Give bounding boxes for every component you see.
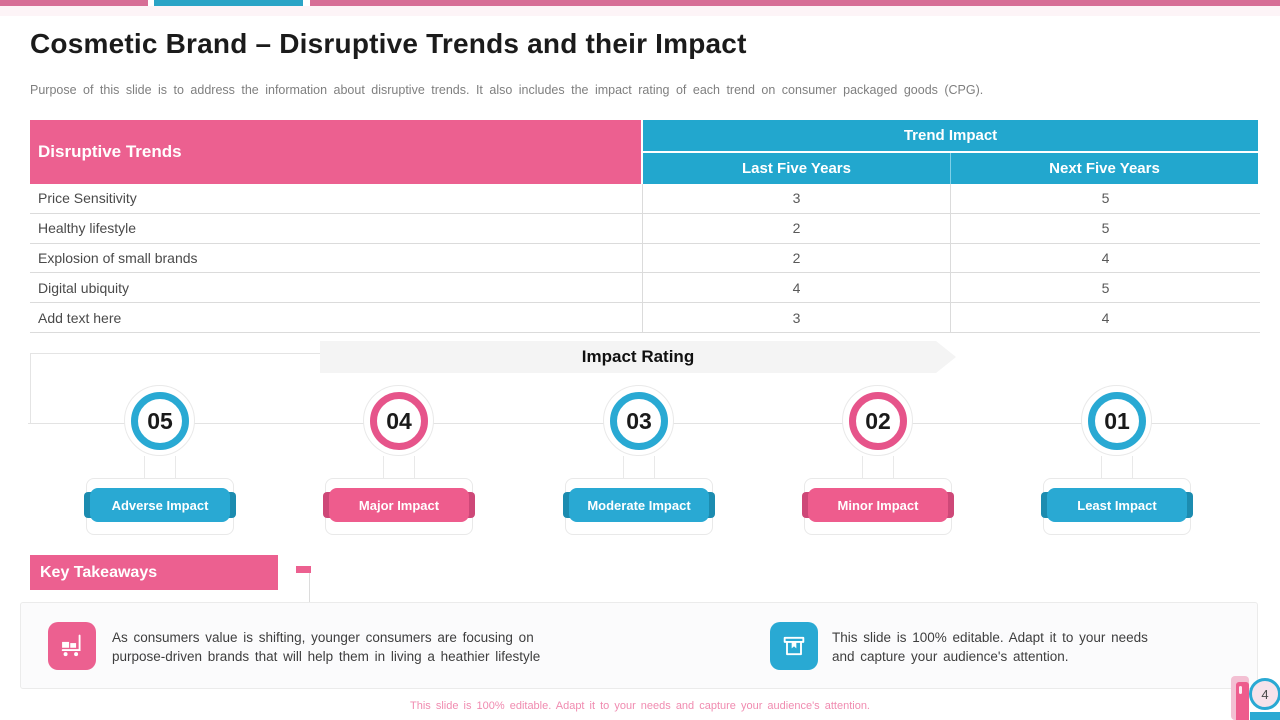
rating-number: 02 bbox=[865, 407, 891, 434]
topbar-segment-blue bbox=[154, 0, 303, 6]
section-corner-line bbox=[30, 353, 323, 424]
pin-stem bbox=[862, 456, 894, 479]
decoration-blue-base bbox=[1250, 712, 1280, 720]
rating-label-button: Major Impact bbox=[329, 488, 469, 522]
rating-label: Adverse Impact bbox=[111, 497, 209, 513]
rating-number-circle: 01 bbox=[1088, 392, 1146, 450]
rating-number-circle: 02 bbox=[849, 392, 907, 450]
last-five-years-cell: 2 bbox=[643, 243, 951, 273]
pin-stem bbox=[1101, 456, 1133, 479]
lipstick-icon bbox=[1236, 682, 1249, 720]
column-header-last-five-years: Last Five Years bbox=[643, 153, 951, 184]
column-header-trend-impact: Trend Impact bbox=[643, 120, 1258, 153]
rating-number: 05 bbox=[147, 407, 173, 434]
next-five-years-cell: 4 bbox=[1101, 309, 1110, 326]
key-takeaways-label: Key Takeaways bbox=[40, 563, 158, 581]
trend-cell: Add text here bbox=[30, 303, 643, 332]
pin-stem bbox=[383, 456, 415, 479]
lipstick-highlight bbox=[1239, 686, 1242, 694]
column-header-disruptive-trends: Disruptive Trends bbox=[30, 120, 643, 184]
takeaway-text-2: This slide is 100% editable. Adapt it to… bbox=[832, 630, 1148, 664]
table-row: Explosion of small brands 2 4 bbox=[30, 243, 1260, 274]
rating-label-button: Least Impact bbox=[1047, 488, 1187, 522]
key-takeaways-dash bbox=[296, 566, 311, 573]
rating-number-circle: 05 bbox=[131, 392, 189, 450]
pin-stem bbox=[144, 456, 176, 479]
rating-label-button: Minor Impact bbox=[808, 488, 948, 522]
page-title: Cosmetic Brand – Disruptive Trends and t… bbox=[30, 28, 747, 59]
page-number-badge: 4 bbox=[1249, 678, 1280, 710]
rating-label: Minor Impact bbox=[837, 497, 919, 513]
hand-truck-icon bbox=[48, 622, 96, 670]
disruptive-trends-table: Disruptive Trends Trend Impact Last Five… bbox=[30, 120, 1260, 333]
next-five-years-cell: 5 bbox=[1101, 220, 1110, 237]
rating-item-03: 03 Moderate Impact bbox=[519, 370, 759, 550]
rating-number-circle: 03 bbox=[610, 392, 668, 450]
trend-cell: Healthy lifestyle bbox=[30, 213, 643, 243]
rating-number: 03 bbox=[626, 407, 652, 434]
takeaway-text-1: As consumers value is shifting, younger … bbox=[112, 630, 541, 664]
last-five-years-cell: 3 bbox=[643, 184, 951, 213]
topbar-segment-pink-right bbox=[310, 0, 1280, 6]
impact-rating-banner-label: Impact Rating bbox=[581, 347, 695, 366]
last-five-years-cell: 3 bbox=[643, 303, 951, 332]
trend-cell: Price Sensitivity bbox=[30, 184, 643, 213]
trend-cell: Explosion of small brands bbox=[30, 243, 643, 273]
table-row: Healthy lifestyle 2 5 bbox=[30, 213, 1260, 244]
next-five-years-cell: 5 bbox=[1101, 279, 1110, 296]
next-five-years-cell: 5 bbox=[1101, 190, 1110, 207]
last-five-years-cell: 2 bbox=[643, 213, 951, 243]
rating-number: 04 bbox=[386, 407, 412, 434]
next-five-years-cell: 4 bbox=[1101, 249, 1110, 266]
pin-stem bbox=[623, 456, 655, 479]
slide-subtitle: Purpose of this slide is to address the … bbox=[30, 83, 984, 97]
rating-number: 01 bbox=[1104, 407, 1130, 434]
trend-cell: Digital ubiquity bbox=[30, 273, 643, 303]
takeaways-box bbox=[20, 602, 1258, 689]
rating-item-01: 01 Least Impact bbox=[997, 370, 1237, 550]
table-row: Digital ubiquity 4 5 bbox=[30, 273, 1260, 304]
rating-number-circle: 04 bbox=[370, 392, 428, 450]
impact-rating-banner: Impact Rating bbox=[320, 341, 956, 373]
last-five-years-cell: 4 bbox=[643, 273, 951, 303]
archive-box-icon bbox=[770, 622, 818, 670]
topbar-segment-pink-left bbox=[0, 0, 148, 6]
key-takeaways-banner: Key Takeaways bbox=[30, 555, 278, 590]
rating-label: Moderate Impact bbox=[587, 497, 691, 513]
rating-label: Least Impact bbox=[1077, 497, 1157, 513]
rating-label: Major Impact bbox=[358, 497, 440, 513]
rating-item-02: 02 Minor Impact bbox=[758, 370, 998, 550]
rating-item-04: 04 Major Impact bbox=[279, 370, 519, 550]
column-header-next-five-years: Next Five Years bbox=[951, 153, 1258, 184]
table-row: Price Sensitivity 3 5 bbox=[30, 184, 1260, 214]
rating-item-05: 05 Adverse Impact bbox=[40, 370, 280, 550]
topbar-glow bbox=[0, 6, 1280, 16]
rating-label-button: Moderate Impact bbox=[569, 488, 709, 522]
table-header: Disruptive Trends Trend Impact Last Five… bbox=[30, 120, 1260, 184]
trend-impact-header-group: Trend Impact Last Five Years Next Five Y… bbox=[643, 120, 1258, 184]
table-row: Add text here 3 4 bbox=[30, 303, 1260, 333]
rating-label-button: Adverse Impact bbox=[90, 488, 230, 522]
footer-editable-note: This slide is 100% editable. Adapt it to… bbox=[410, 700, 870, 712]
key-takeaways-connector-line bbox=[309, 573, 310, 602]
